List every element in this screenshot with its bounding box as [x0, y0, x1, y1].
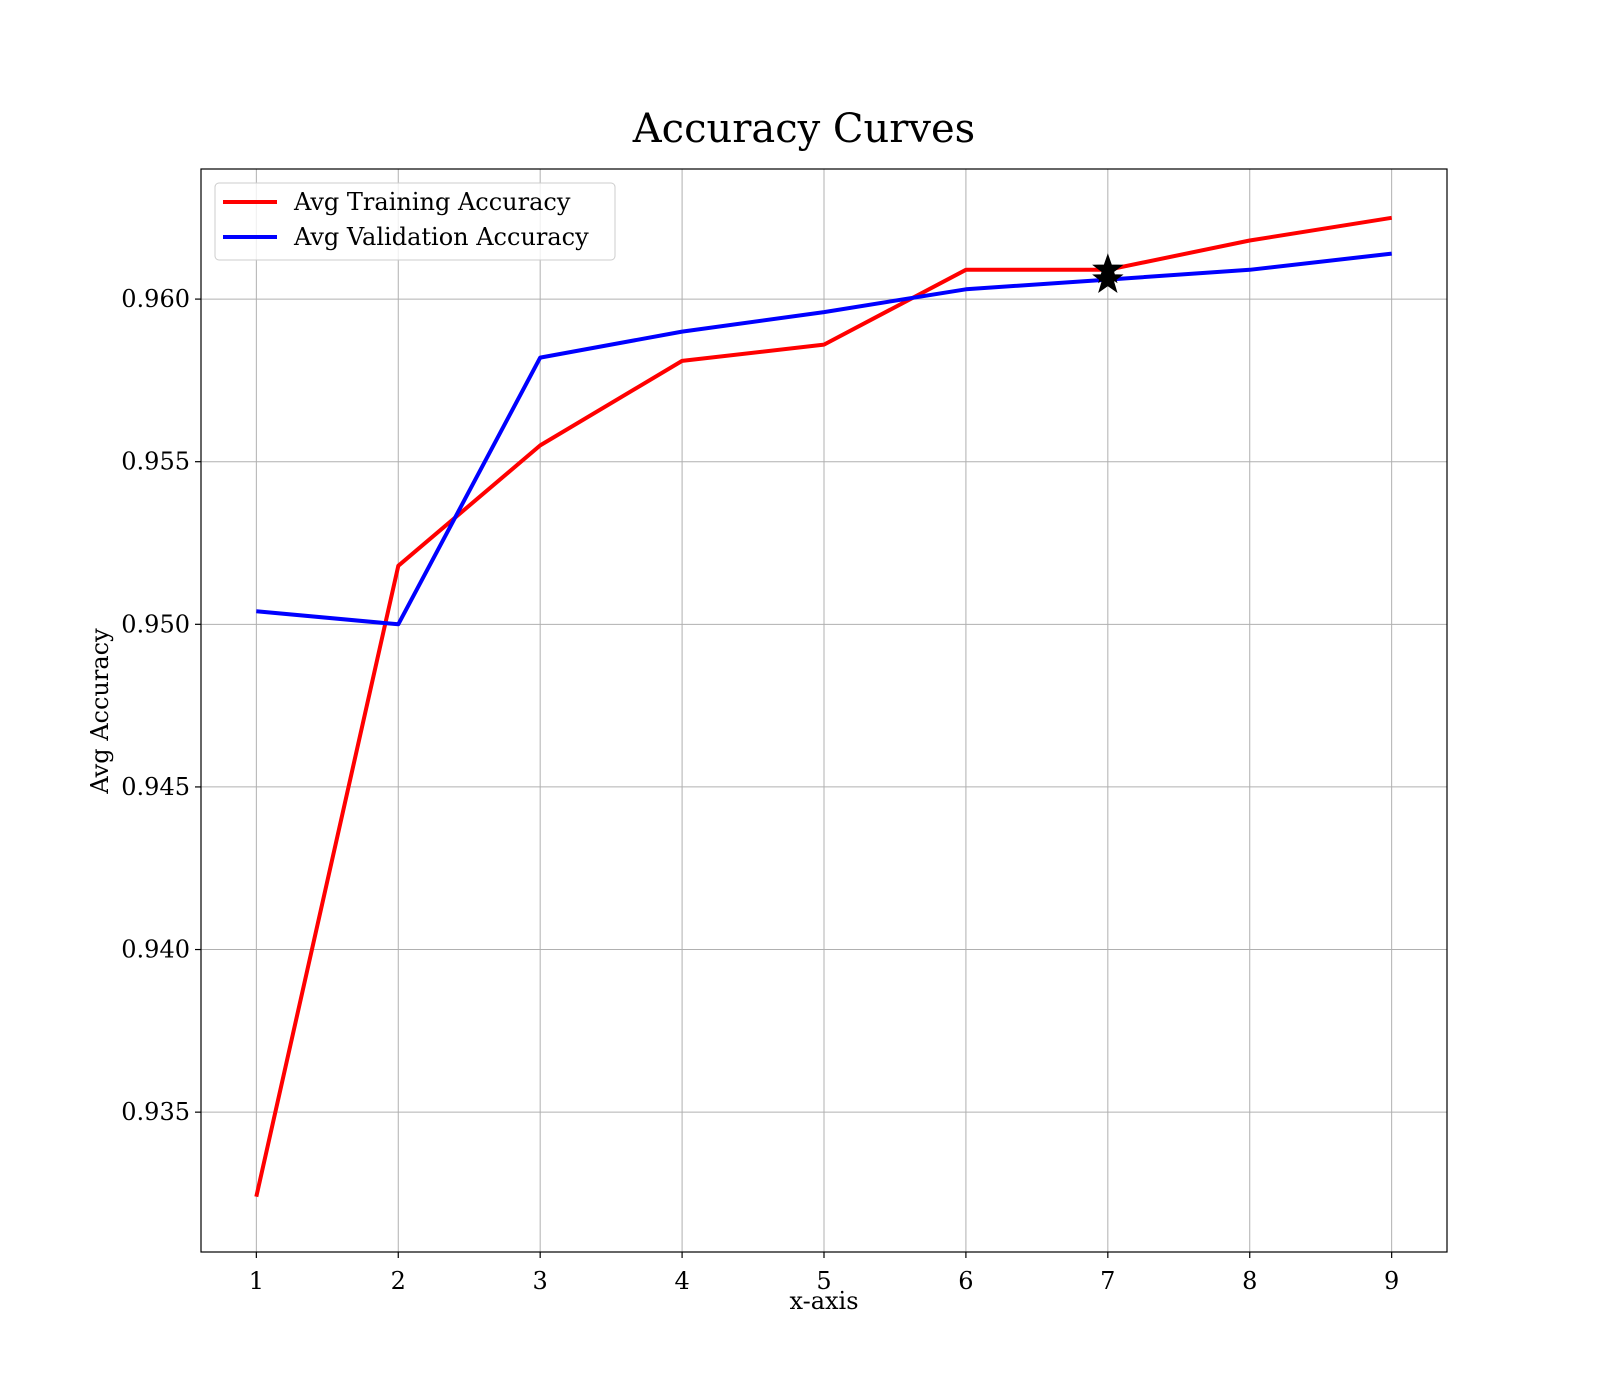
y-tick-label: 0.935	[121, 1098, 190, 1126]
legend: Avg Training Accuracy Avg Validation Accu…	[214, 182, 616, 261]
y-tick-label: 0.950	[121, 610, 190, 638]
y-axis-label: Avg Accuracy	[86, 628, 114, 795]
x-tick-label: 2	[391, 1267, 406, 1295]
x-tick-label: 7	[1100, 1267, 1115, 1295]
y-tick-label: 0.945	[121, 773, 190, 801]
y-tick-label: 0.940	[121, 936, 190, 964]
legend-label-training: Avg Training Accuracy	[293, 188, 571, 216]
x-tick-label: 6	[958, 1267, 973, 1295]
x-tick-label: 8	[1242, 1267, 1257, 1295]
x-tick-label: 9	[1384, 1267, 1399, 1295]
y-tick-label: 0.955	[121, 448, 190, 476]
legend-box	[214, 182, 616, 261]
x-tick-label: 5	[816, 1267, 831, 1295]
plot-area: 1 2 3 4 5 6 7 8 9 0.935 0.940 0.945 0.950 0.955 0.960 A…	[86, 106, 1448, 1315]
x-tick-label: 4	[674, 1267, 689, 1295]
star-marker	[1092, 263, 1124, 293]
chart-title: Accuracy Curves	[632, 106, 975, 152]
x-axis-label: x-axis	[789, 1287, 858, 1315]
legend-label-validation: Avg Validation Accuracy	[293, 223, 589, 251]
x-tick-label: 1	[249, 1267, 264, 1295]
series-line-training	[254, 215, 1393, 1198]
series-line-validation	[256, 251, 1392, 627]
x-tick-label: 3	[533, 1267, 548, 1295]
y-tick-label: 0.960	[121, 285, 190, 313]
